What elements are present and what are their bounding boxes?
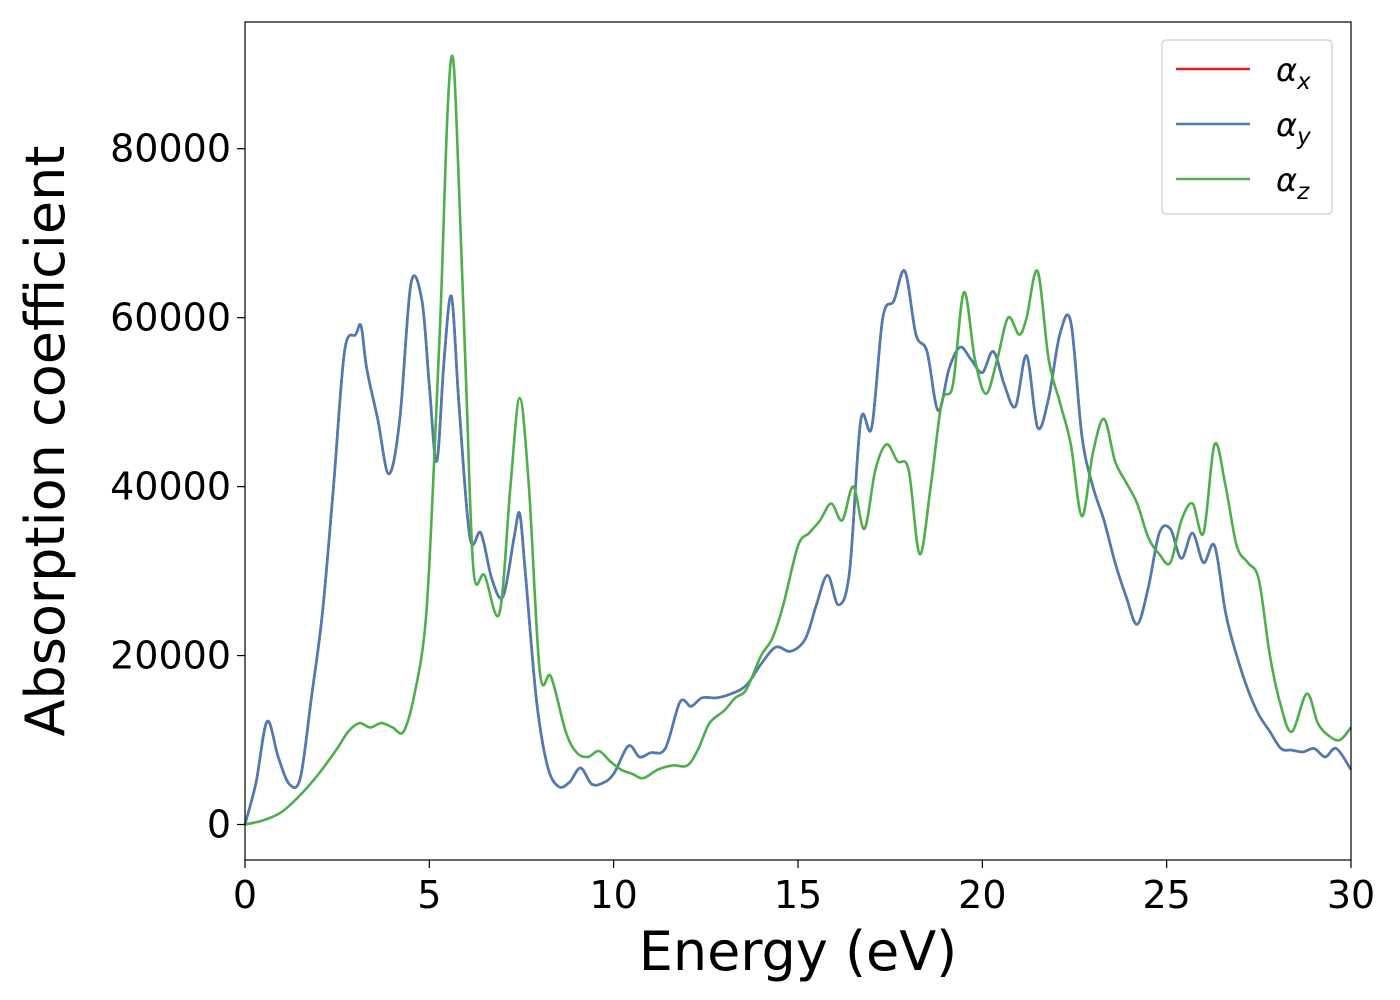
plot-frame xyxy=(244,21,1352,861)
series-line-z xyxy=(244,54,1353,826)
x-tick-label: 0 xyxy=(233,873,257,917)
legend: αx αy αz xyxy=(1161,39,1333,215)
series-line-y xyxy=(243,269,1353,825)
legend-label-x: αx xyxy=(1276,51,1311,95)
x-axis-ticks: 0 5 10 15 20 25 30 xyxy=(233,860,1375,917)
y-tick-label: 0 xyxy=(207,803,231,847)
x-tick-label: 25 xyxy=(1142,873,1190,917)
x-tick-label: 5 xyxy=(417,873,441,917)
y-tick-label: 80000 xyxy=(110,127,231,171)
y-axis-ticks: 0 20000 40000 60000 80000 xyxy=(110,127,245,847)
x-tick-label: 15 xyxy=(774,873,822,917)
y-tick-label: 60000 xyxy=(110,296,231,340)
y-tick-label: 40000 xyxy=(110,465,231,509)
x-tick-label: 10 xyxy=(589,873,637,917)
x-tick-label: 20 xyxy=(958,873,1006,917)
y-axis-label: Absorption coefficient xyxy=(14,146,77,737)
legend-box xyxy=(1161,39,1333,215)
series-layer xyxy=(243,54,1353,826)
x-axis-label: Energy (eV) xyxy=(639,920,958,983)
y-tick-label: 20000 xyxy=(110,634,231,678)
legend-label-z: αz xyxy=(1276,161,1310,205)
legend-label-y: αy xyxy=(1276,106,1311,150)
x-tick-label: 30 xyxy=(1327,873,1375,917)
